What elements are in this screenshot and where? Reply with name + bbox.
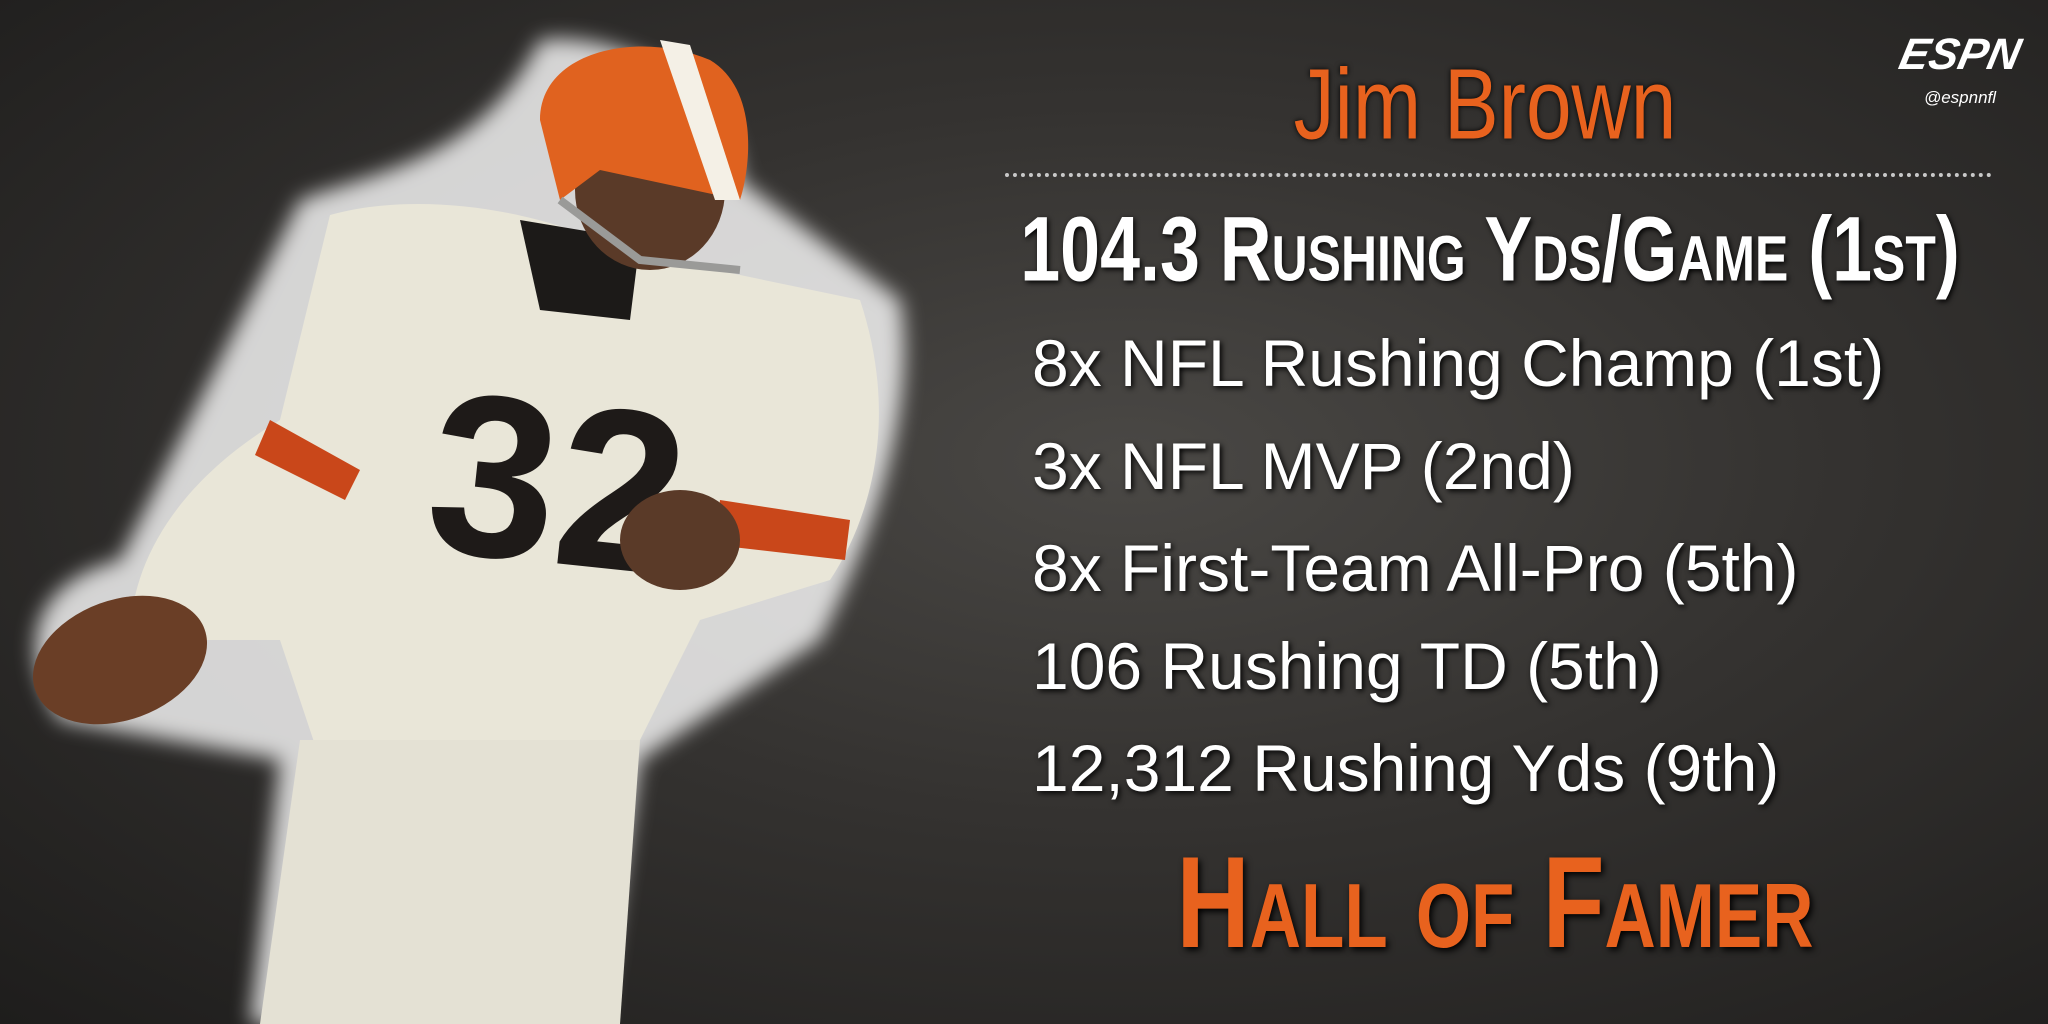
headline: 104.3 Rushing Yds/Game (1st) <box>1020 198 1960 301</box>
stat-line: 12,312 Rushing Yds (9th) <box>1032 731 1780 805</box>
footer: Hall of Famer <box>1176 829 1814 975</box>
pants <box>260 740 640 1024</box>
sleeve-stripe-2 <box>255 420 360 500</box>
facemask <box>557 196 741 274</box>
logo-brand: ESPN <box>1894 30 2026 79</box>
sleeve-stripe <box>715 500 850 560</box>
helmet-stripe <box>660 40 740 200</box>
stat-line: 3x NFL MVP (2nd) <box>1032 429 1575 503</box>
divider <box>1005 173 1992 177</box>
football <box>32 595 208 725</box>
logo-handle: @espnnfl <box>1923 88 1997 107</box>
jersey <box>130 203 879 760</box>
hand <box>620 490 740 590</box>
stat-line: 106 Rushing TD (5th) <box>1032 629 1662 703</box>
stat-line: 8x First-Team All-Pro (5th) <box>1032 531 1799 605</box>
player-name: Jim Brown <box>1293 48 1677 161</box>
stat-line: 8x NFL Rushing Champ (1st) <box>1032 326 1885 400</box>
